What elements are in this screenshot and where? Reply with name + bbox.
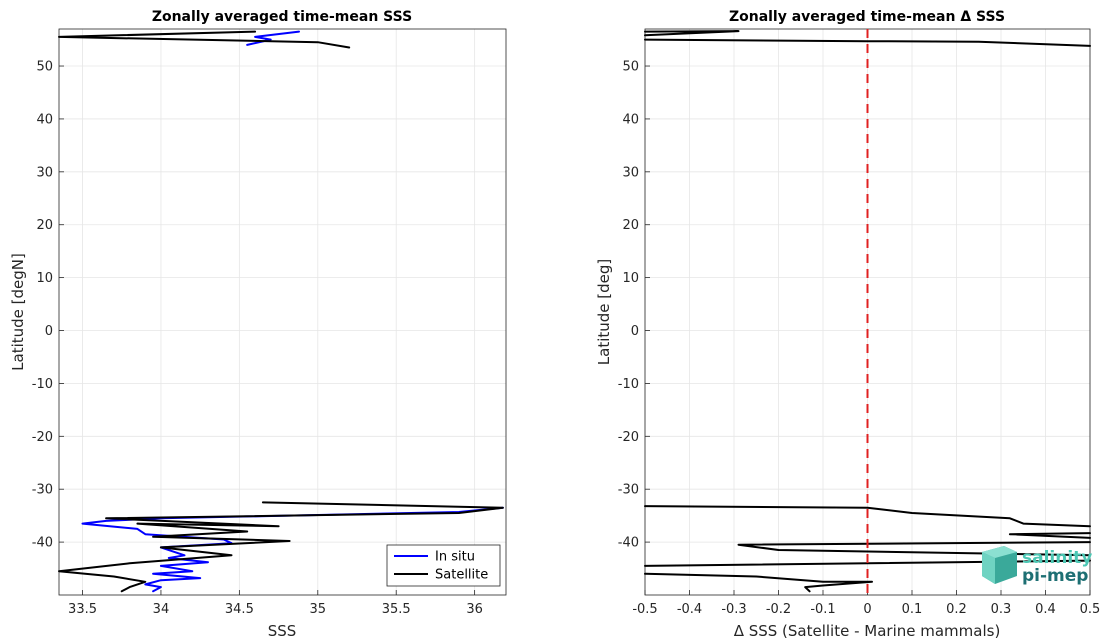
left-chart-title: Zonally averaged time-mean SSS	[152, 9, 412, 25]
right-line-series-0	[644, 38, 1091, 47]
right-y-tick-label: 10	[622, 271, 639, 286]
right-line-series-0	[644, 30, 740, 37]
left-y-tick-label: -30	[32, 483, 53, 498]
left-line-satellite	[58, 501, 504, 593]
left-x-axis-label: SSS	[268, 622, 297, 640]
logo-cube-top-icon	[982, 546, 1017, 558]
right-x-tick-label: 0.5	[1080, 602, 1101, 617]
right-y-tick-label: 0	[631, 324, 639, 339]
left-axis-ticks: 33.5 34 34.5 35 35.5 36 50 40 30 20 10 0 -10 -20 -30 -4…	[32, 60, 483, 617]
left-line-in-situ	[81, 506, 504, 593]
right-line-series-0	[737, 541, 1091, 557]
right-x-tick-label: -0.2	[766, 602, 791, 617]
right-y-tick-label: -20	[618, 430, 639, 445]
logo-text-salinity: salinity	[1022, 548, 1092, 568]
right-line-series-0	[1008, 532, 1091, 539]
right-x-tick-label: 0.3	[991, 602, 1012, 617]
right-y-tick-label: 20	[622, 218, 639, 233]
left-chart-panel: 33.5 34 34.5 35 35.5 36 50 40 30 20 10 0 -10 -20 -30 -4…	[9, 9, 507, 640]
right-x-tick-label: 0	[863, 602, 871, 617]
right-axis-ticks: -0.5 -0.4 -0.3 -0.2 -0.1 0 0.1 0.2 0.3 0.4 0.5 50 40…	[618, 60, 1101, 617]
left-y-tick-label: -20	[32, 430, 53, 445]
right-y-tick-label: 30	[622, 165, 639, 180]
left-grid	[59, 29, 506, 595]
left-series-layer	[58, 30, 504, 593]
right-y-axis-label: Latitude [deg]	[595, 259, 613, 365]
left-y-tick-label: -40	[32, 536, 53, 551]
right-x-tick-label: -0.5	[632, 602, 657, 617]
right-x-tick-label: 0.1	[902, 602, 923, 617]
salinity-pi-mep-logo: salinity pi-mep	[982, 546, 1092, 586]
left-plot-frame	[58, 28, 507, 596]
right-y-tick-label: -30	[618, 483, 639, 498]
left-x-tick-label: 34.5	[225, 602, 254, 617]
left-y-tick-label: 10	[36, 271, 53, 286]
right-y-tick-label: 40	[622, 112, 639, 127]
left-y-tick-label: 50	[36, 60, 53, 75]
right-x-tick-label: -0.4	[677, 602, 702, 617]
left-x-tick-label: 35	[310, 602, 327, 617]
left-y-tick-label: 30	[36, 165, 53, 180]
left-line-satellite	[58, 30, 351, 49]
right-x-tick-label: -0.3	[721, 602, 746, 617]
left-x-tick-label: 35.5	[382, 602, 411, 617]
left-y-axis-label: Latitude [degN]	[9, 253, 27, 371]
legend-box	[386, 544, 501, 587]
right-y-tick-label: -40	[618, 536, 639, 551]
right-line-series-0	[644, 505, 1091, 528]
left-y-tick-label: -10	[32, 377, 53, 392]
right-x-axis-label: Δ SSS (Satellite - Marine mammals)	[734, 622, 1001, 640]
left-x-tick-label: 34	[153, 602, 170, 617]
right-chart-title: Zonally averaged time-mean Δ SSS	[729, 9, 1005, 25]
logo-text-pi-mep: pi-mep	[1022, 566, 1088, 586]
logo-cube-shade-icon	[982, 552, 995, 584]
right-chart-panel: -0.5 -0.4 -0.3 -0.2 -0.1 0 0.1 0.2 0.3 0.4 0.5 50 40…	[595, 9, 1100, 640]
left-y-tick-label: 20	[36, 218, 53, 233]
right-x-tick-label: 0.4	[1035, 602, 1056, 617]
right-x-tick-label: 0.2	[946, 602, 967, 617]
right-line-series-0	[644, 572, 873, 593]
legend-label-in-situ: In situ	[435, 550, 475, 565]
right-y-tick-label: -10	[618, 377, 639, 392]
left-x-tick-label: 36	[466, 602, 483, 617]
right-x-tick-label: -0.1	[810, 602, 835, 617]
left-y-tick-label: 0	[45, 324, 53, 339]
legend: In situ Satellite	[386, 544, 501, 587]
right-y-tick-label: 50	[622, 60, 639, 75]
legend-label-satellite: Satellite	[435, 568, 488, 583]
left-line-in-situ	[246, 30, 300, 46]
left-y-tick-label: 40	[36, 112, 53, 127]
left-plot-area	[59, 29, 506, 595]
left-x-tick-label: 33.5	[68, 602, 97, 617]
